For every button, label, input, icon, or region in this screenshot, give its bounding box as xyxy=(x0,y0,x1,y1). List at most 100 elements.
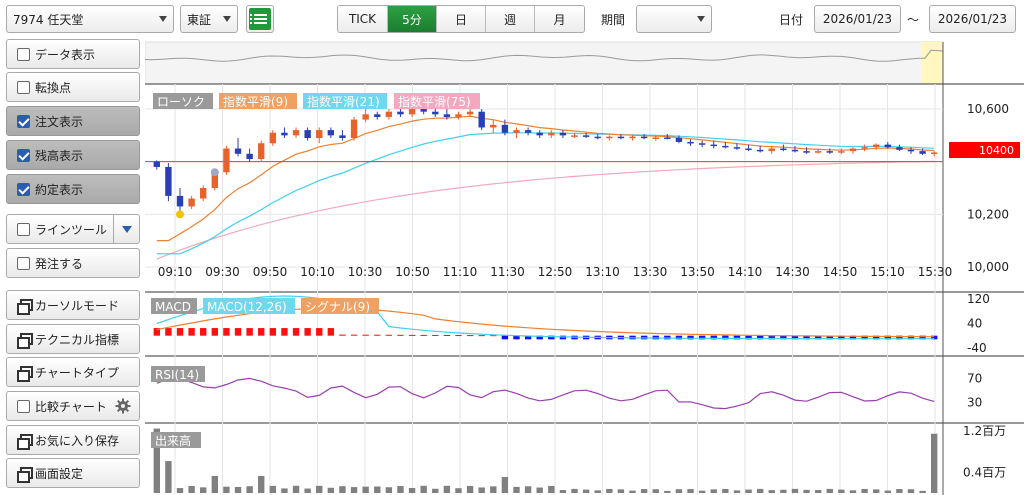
sidebar-item-9[interactable]: チャートタイプ xyxy=(6,357,140,387)
macd-histogram-bar xyxy=(397,334,404,336)
volume-bar xyxy=(861,488,868,493)
volume-bar xyxy=(617,489,625,493)
gear-icon[interactable] xyxy=(115,398,131,414)
sidebar-item-6[interactable]: 発注する xyxy=(6,248,140,278)
macd-histogram-bar xyxy=(292,328,300,336)
stock-select[interactable]: 7974 任天堂 xyxy=(6,5,174,33)
volume-bar xyxy=(919,490,926,493)
macd-histogram-bar xyxy=(281,328,288,336)
tab-5min[interactable]: 5分 xyxy=(388,6,437,32)
chevron-down-icon xyxy=(159,16,167,22)
volume-bar xyxy=(652,489,659,493)
volume-bar xyxy=(176,488,184,493)
main-legend: ローソク 指数平滑(9) 指数平滑(21) 指数平滑(75) xyxy=(153,93,480,109)
macd-histogram-bar xyxy=(745,335,752,340)
macd-histogram-bar xyxy=(258,328,265,336)
macd-legend: MACD MACD(12,26) シグナル(9) xyxy=(151,298,379,314)
window-icon xyxy=(17,332,33,349)
sidebar-item-5[interactable]: ラインツール xyxy=(6,214,140,244)
sidebar-item-10[interactable]: 比較チャート xyxy=(6,391,140,421)
candle xyxy=(791,149,799,152)
macd-histogram-bar xyxy=(385,334,393,336)
x-tick-label: 15:30 xyxy=(918,265,953,279)
macd-histogram-bar xyxy=(362,334,369,336)
chart-canvas[interactable]: 09:10 09:30 09:50 10:10 10:30 10:50 11:10 11:30… xyxy=(144,38,1024,495)
ema21-line xyxy=(156,132,935,255)
market-select-value: 東証 xyxy=(187,12,212,27)
candle xyxy=(872,144,880,148)
volume-bar xyxy=(780,489,787,493)
candle xyxy=(919,151,926,154)
date-to-field[interactable]: 2026/01/23 xyxy=(929,5,1016,33)
volume-bar xyxy=(768,490,775,493)
macd-tick-label: -40 xyxy=(967,341,987,355)
candle xyxy=(745,148,752,151)
macd-histogram-bar xyxy=(466,335,474,337)
volume-bar xyxy=(501,477,509,493)
candle xyxy=(304,130,311,138)
macd-histogram-bar xyxy=(861,335,868,340)
period-select[interactable] xyxy=(636,5,712,33)
y-tick-label: 10,200 xyxy=(967,207,1009,221)
dropdown-toggle[interactable] xyxy=(113,215,139,243)
candle xyxy=(258,143,265,160)
macd-histogram-bar xyxy=(524,335,532,340)
tab-month[interactable]: 月 xyxy=(535,6,584,32)
macd-histogram-bar xyxy=(165,328,172,336)
candle xyxy=(617,136,625,139)
volume-bar xyxy=(443,485,451,493)
ema75-line xyxy=(156,160,935,260)
macd-tick-label: 120 xyxy=(967,292,990,306)
volume-bar xyxy=(374,486,381,493)
candle xyxy=(362,114,369,120)
checkbox-icon xyxy=(17,80,30,94)
macd-histogram-bar xyxy=(675,335,683,340)
volume-bar xyxy=(896,489,903,493)
sidebar-item-11[interactable]: お気に入り保存 xyxy=(6,425,140,455)
tab-day[interactable]: 日 xyxy=(437,6,486,32)
list-button[interactable] xyxy=(246,5,274,33)
macd-histogram-bar xyxy=(408,334,416,336)
macd-histogram-bar xyxy=(269,328,277,336)
sidebar-item-0[interactable]: データ表示 xyxy=(6,39,140,69)
sidebar-item-1[interactable]: 転換点 xyxy=(6,72,140,102)
sidebar-item-label: 画面設定 xyxy=(35,466,84,481)
date-from-field[interactable]: 2026/01/23 xyxy=(814,5,901,33)
sidebar-item-2[interactable]: 注文表示 xyxy=(6,106,140,136)
volume-bar xyxy=(211,475,219,493)
volume-bar xyxy=(455,488,462,493)
rsi-pane xyxy=(156,377,935,410)
market-select[interactable]: 東証 xyxy=(180,5,238,33)
candle xyxy=(327,130,335,136)
volume-bar xyxy=(269,485,277,493)
volume-bar xyxy=(478,487,485,493)
candle xyxy=(269,132,277,144)
candle xyxy=(292,130,300,136)
sidebar-item-8[interactable]: テクニカル指標 xyxy=(6,324,140,354)
current-price-tag xyxy=(949,142,1020,158)
y-tick-label: 10,000 xyxy=(967,260,1009,274)
volume-bar xyxy=(664,490,671,493)
macd-histogram-bar xyxy=(153,328,160,336)
macd-histogram-bar xyxy=(420,334,427,336)
tab-tick[interactable]: TICK xyxy=(338,6,388,32)
macd-histogram-bar xyxy=(513,335,520,340)
sidebar-item-7[interactable]: カーソルモード xyxy=(6,290,140,320)
legend-candle: ローソク xyxy=(157,95,205,109)
chart-area[interactable]: 09:10 09:30 09:50 10:10 10:30 10:50 11:10 11:30… xyxy=(144,38,1024,495)
sidebar-item-3[interactable]: 残高表示 xyxy=(6,140,140,170)
sidebar-item-12[interactable]: 画面設定 xyxy=(6,458,140,488)
list-icon xyxy=(249,8,271,30)
volume-bar xyxy=(698,490,706,493)
ema9-line xyxy=(156,115,935,242)
candle xyxy=(316,130,323,138)
candle xyxy=(675,138,683,142)
candle xyxy=(733,147,741,149)
date-label: 日付 xyxy=(779,13,804,27)
candle xyxy=(397,111,404,115)
sidebar-item-4[interactable]: 約定表示 xyxy=(6,174,140,204)
macd-histogram-bar xyxy=(188,328,195,336)
macd-histogram-bar xyxy=(698,335,706,340)
tab-week[interactable]: 週 xyxy=(486,6,535,32)
candle xyxy=(640,136,648,139)
